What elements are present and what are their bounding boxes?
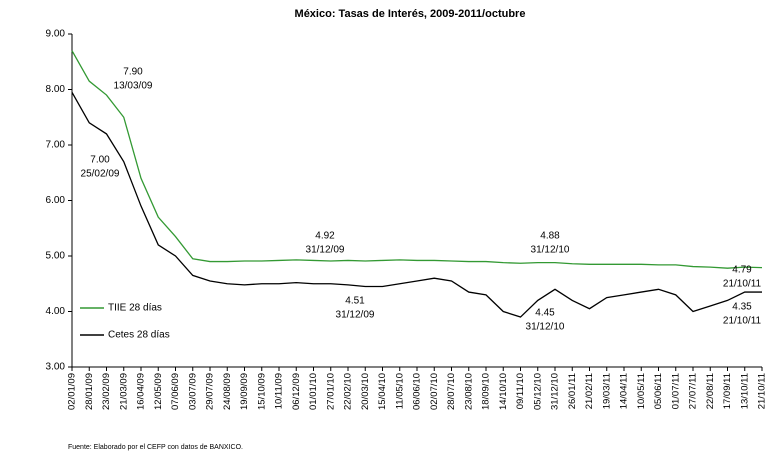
x-tick-label: 20/03/10: [360, 373, 371, 410]
y-tick-label: 5.00: [46, 251, 66, 262]
series-line: [71, 50, 763, 269]
series-line: [71, 91, 762, 318]
chart-title: México: Tasas de Interés, 2009-2011/octu…: [295, 8, 526, 20]
x-tick-label: 27/07/11: [688, 373, 699, 409]
legend-label: TIIE 28 días: [108, 303, 162, 314]
x-tick-label: 24/08/09: [222, 373, 233, 410]
x-tick-label: 05/12/10: [532, 373, 543, 410]
x-tick-label: 14/04/11: [619, 373, 630, 409]
x-tick-label: 21/10/11: [757, 373, 767, 409]
x-tick-label: 28/01/09: [84, 373, 95, 410]
y-tick-label: 3.00: [46, 362, 66, 373]
y-tick-label: 4.00: [46, 306, 66, 317]
x-tick-label: 15/04/10: [377, 373, 388, 410]
x-tick-label: 18/09/10: [481, 373, 492, 410]
x-tick-label: 17/09/11: [722, 373, 733, 409]
x-tick-label: 06/12/09: [291, 373, 302, 410]
x-tick-label: 16/04/09: [136, 373, 147, 410]
x-tick-label: 02/07/10: [429, 373, 440, 410]
legend-label: Cetes 28 días: [108, 330, 170, 341]
x-tick-label: 13/10/11: [739, 373, 750, 409]
annotation-value: 4.92: [315, 231, 335, 242]
x-tick-label: 12/05/09: [153, 373, 164, 410]
x-tick-label: 05/06/11: [653, 373, 664, 409]
x-tick-label: 10/11/09: [274, 373, 285, 409]
annotation-value: 4.35: [732, 302, 752, 313]
annotation-date: 21/10/11: [723, 279, 762, 290]
annotation-value: 4.45: [535, 308, 555, 319]
annotation-value: 7.00: [90, 155, 110, 166]
annotation-date: 25/02/09: [81, 169, 120, 180]
annotation-value: 4.51: [345, 296, 365, 307]
x-tick-label: 22/08/11: [705, 373, 716, 409]
x-tick-label: 21/02/11: [584, 373, 595, 409]
x-tick-label: 15/10/09: [256, 373, 267, 410]
x-tick-label: 26/01/11: [567, 373, 578, 409]
annotation-date: 31/12/10: [526, 322, 565, 333]
y-tick-label: 6.00: [46, 195, 66, 206]
x-tick-label: 21/03/09: [118, 373, 129, 410]
annotation-date: 31/12/09: [336, 310, 375, 321]
x-tick-label: 28/07/10: [446, 373, 457, 410]
x-tick-label: 11/05/10: [394, 373, 405, 409]
annotation-date: 31/12/10: [531, 245, 570, 256]
annotation-date: 13/03/09: [114, 81, 153, 92]
x-tick-label: 09/11/10: [515, 373, 526, 409]
annotation-value: 4.79: [732, 265, 752, 276]
x-tick-label: 10/05/11: [636, 373, 647, 409]
x-tick-label: 22/02/10: [343, 373, 354, 410]
annotation-value: 7.90: [123, 67, 143, 78]
x-tick-label: 27/01/10: [325, 373, 336, 410]
x-tick-label: 07/06/09: [170, 373, 181, 410]
x-tick-label: 02/01/09: [67, 373, 78, 410]
x-tick-label: 14/10/10: [498, 373, 509, 410]
x-tick-label: 31/12/10: [550, 373, 561, 410]
x-tick-label: 23/08/10: [463, 373, 474, 410]
y-tick-label: 8.00: [46, 84, 66, 95]
x-tick-label: 01/07/11: [670, 373, 681, 409]
x-tick-label: 29/07/09: [205, 373, 216, 410]
annotation-date: 21/10/11: [723, 316, 762, 327]
x-tick-label: 19/03/11: [601, 373, 612, 409]
y-tick-label: 7.00: [46, 140, 66, 151]
x-tick-label: 06/06/10: [412, 373, 423, 410]
y-tick-label: 9.00: [46, 29, 66, 40]
x-tick-label: 03/07/09: [187, 373, 198, 410]
x-tick-label: 19/09/09: [239, 373, 250, 410]
x-tick-label: 23/02/09: [101, 373, 112, 410]
annotation-date: 31/12/09: [306, 245, 345, 256]
annotation-value: 4.88: [540, 231, 560, 242]
source-note: Fuente: Elaborado por el CEFP con datos …: [68, 444, 243, 451]
x-tick-label: 01/01/10: [308, 373, 319, 410]
